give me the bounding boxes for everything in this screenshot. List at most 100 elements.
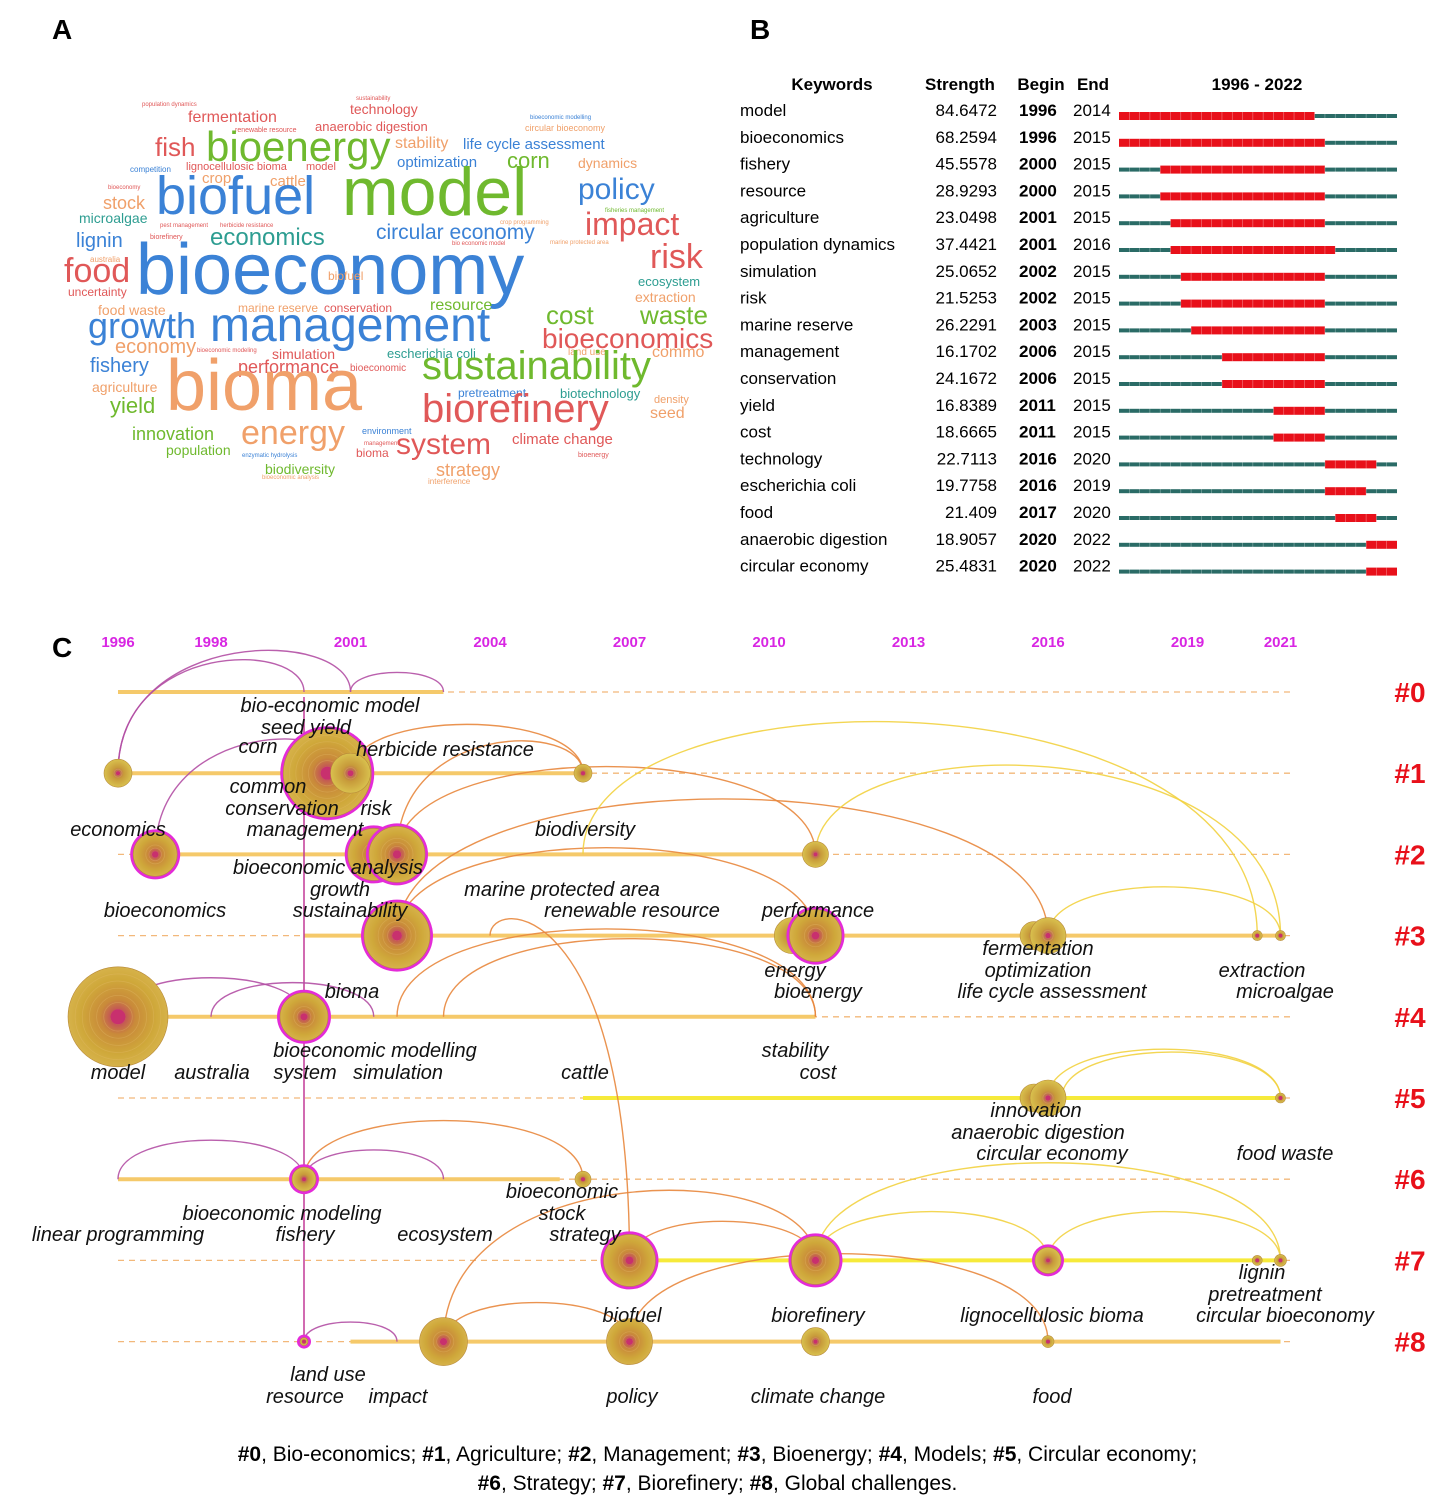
node-core [1046,1258,1050,1263]
wordcloud-term: sustainability [422,344,652,388]
wordcloud-term: population dynamics [142,102,197,108]
burst-row: cost 18.6665 2011 2015 [740,423,1397,442]
timeline-keyword-label: australia [174,1062,250,1084]
wordcloud-term: climate change [512,431,613,448]
keyword-node [419,1317,468,1366]
burst-end: 2015 [1073,155,1111,174]
burst-strength: 28.9293 [936,181,997,200]
burst-strength: 21.5253 [936,289,997,308]
node-core [811,931,820,940]
burst-bar [1191,326,1325,335]
wordcloud-term: management [364,441,400,447]
burst-end: 2019 [1073,476,1111,495]
timeline-keyword-label: cost [800,1062,838,1084]
caption-cluster-id: #0 [237,1443,262,1466]
burst-row: population dynamics 37.4421 2001 2016 [740,235,1397,254]
burst-begin: 2016 [1019,449,1057,468]
burst-strength: 18.6665 [936,423,997,442]
cocitation-arc [396,765,817,855]
caption-cluster-name: , Bioenergy; [760,1443,879,1466]
timeline-keyword-label: biodiversity [535,819,636,841]
burst-header-range: 1996 - 2022 [1212,75,1303,94]
burst-strength: 19.7758 [936,476,997,495]
wordcloud-term: economics [210,224,325,251]
wordcloud-term: sustainability [356,96,391,102]
timeline-year-label: 2016 [1031,634,1064,651]
keyword-node [1029,917,1067,954]
timeline-keyword-label: economics [70,819,166,841]
wordcloud-term: bioeconomics [542,323,714,354]
keyword-node [1274,1254,1287,1267]
timeline-keyword-label: seed yield [261,717,352,739]
node-core [110,1009,126,1025]
keyword-node [574,1170,592,1188]
wordcloud-term: uncertainty [68,285,127,299]
burst-end: 2015 [1073,315,1111,334]
node-core [1278,1096,1283,1100]
timeline-keyword-label: conservation [225,798,338,820]
caption-line-1: #0, Bio-economics; #1, Agriculture; #2, … [0,1440,1435,1469]
citation-burst-chart: Keywords Strength Begin End 1996 - 2022 model… [735,70,1415,590]
caption-cluster-id: #6 [477,1472,501,1495]
burst-bar [1324,460,1377,469]
wordcloud-term: bio economic model [452,241,506,247]
wordcloud-term: fish [155,132,196,162]
wordcloud-term: innovation [132,424,215,444]
keyword-node [1029,1079,1067,1117]
burst-strength: 68.2594 [936,128,997,147]
timeline-keyword-label: food waste [1237,1143,1334,1165]
burst-header-begin: Begin [1017,75,1064,94]
wordcloud-term: biotechnology [560,386,641,401]
timeline-keyword-label: microalgae [1236,981,1334,1003]
wordcloud-term: yield [110,393,156,418]
timeline-keyword-label: bioeconomic [506,1181,618,1203]
cluster-label: #5 [1394,1083,1425,1114]
burst-bar [1221,353,1325,362]
node-core [1278,933,1283,938]
wordcloud-term: conservation [324,301,393,315]
node-core [302,1177,306,1182]
timeline-keyword-label: energy [764,960,826,982]
node-core [302,1339,306,1344]
keyword-node [297,1334,311,1349]
wordcloud-term: system [396,428,492,461]
timeline-keyword-label: model [91,1062,146,1084]
cocitation-arc [1047,886,1282,936]
burst-keyword: bioeconomics [740,128,844,147]
timeline-keyword-label: anaerobic digestion [951,1122,1124,1144]
keyword-node [1041,1335,1055,1348]
burst-bar [1273,433,1325,442]
node-core [392,930,402,941]
keyword-node [802,841,829,868]
timeline-keyword-label: bioeconomics [104,900,226,922]
burst-strength: 23.0498 [936,208,997,227]
wordcloud-term: circular bioeconomy [525,123,606,133]
timeline-keyword-label: risk [360,798,392,820]
keyword-node [606,1318,653,1365]
timeline-keyword-label: pretreatment [1207,1284,1323,1306]
burst-begin: 2016 [1019,476,1057,495]
burst-begin: 2002 [1019,289,1057,308]
cluster-timeline-chart: 1996 1998 2001 2004 2007 2010 2013 2016 2019 2021… [0,625,1435,1425]
wordcloud-term: waste [640,300,708,330]
timeline-keyword-label: sustainability [293,900,409,922]
burst-keyword: food [740,503,773,522]
node-ring [377,916,417,955]
wordcloud-term: lignocellulosic bioma [186,161,287,173]
node-ring [384,841,410,867]
timeline-year-label: 1998 [194,634,227,651]
wordcloud-term: growth [88,305,197,346]
timeline-keyword-label: ecosystem [397,1224,493,1246]
burst-begin: 2001 [1019,235,1057,254]
node-ring [382,921,412,951]
timeline-keyword-label: fishery [276,1224,336,1246]
burst-header-keywords: Keywords [791,75,872,94]
timeline-year-label: 2001 [334,634,367,651]
cluster-label: #7 [1394,1245,1425,1276]
burst-bar [1180,299,1325,308]
cocitation-arc [210,981,375,1017]
keyword-node [786,906,845,965]
burst-keyword: circular economy [740,557,869,576]
burst-baseline [1119,435,1397,440]
keyword-node [1275,930,1286,941]
